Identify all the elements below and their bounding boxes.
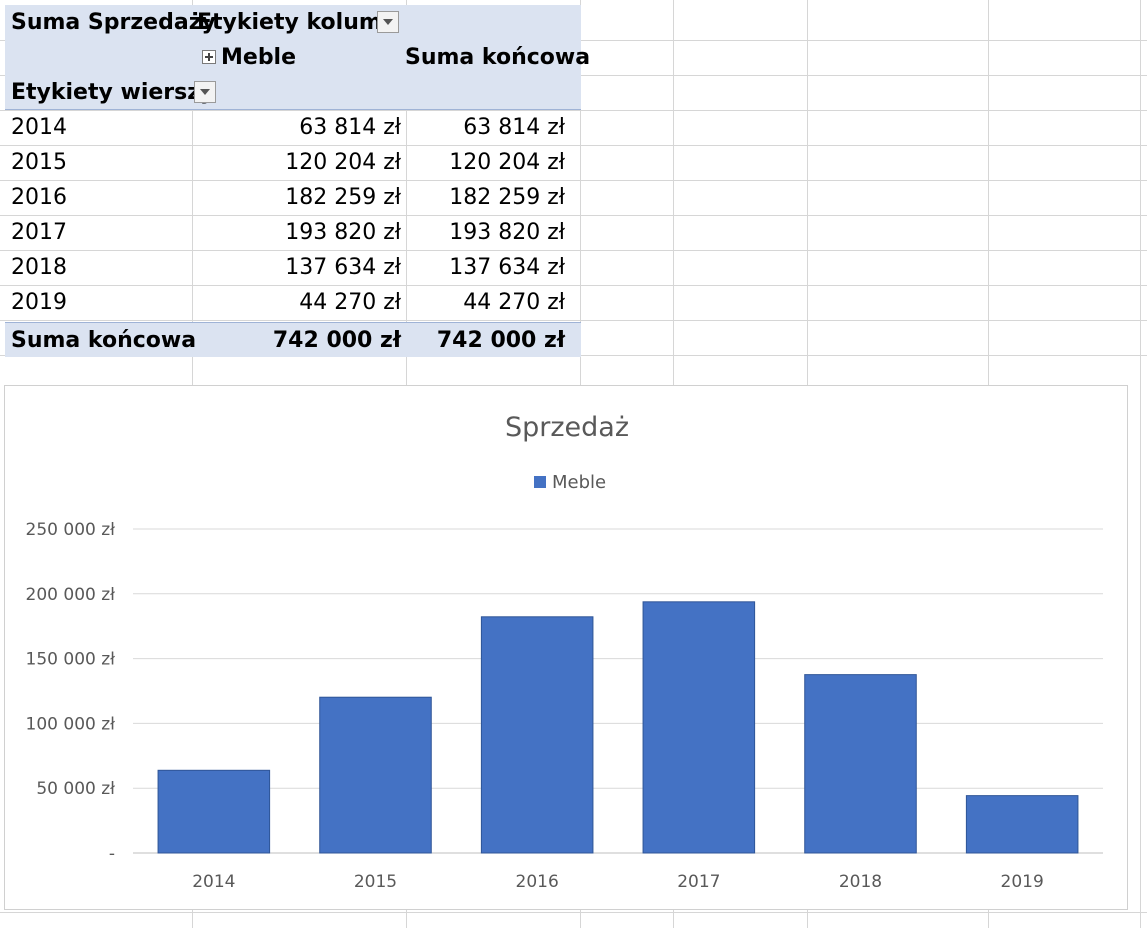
y-axis[interactable]: - 50 000 zł 100 000 zł 150 000 zł 200 000 zł… xyxy=(26,520,116,864)
grand-total-row[interactable]: Suma końcowa 742 000 zł 742 000 zł xyxy=(5,322,581,357)
gridline xyxy=(0,912,1147,913)
row-label-year[interactable]: 2019 xyxy=(11,290,67,315)
table-row[interactable]: 2018 137 634 zł 137 634 zł xyxy=(5,250,581,285)
bar-2018[interactable] xyxy=(804,674,917,854)
x-tick-label: 2014 xyxy=(192,872,235,892)
table-row[interactable]: 2016 182 259 zł 182 259 zł xyxy=(5,180,581,215)
bar-chart[interactable]: Sprzedaż Meble - 50 000 zł 100 000 zł 150 0… xyxy=(5,386,1127,909)
cell-total[interactable]: 193 820 zł xyxy=(449,220,565,245)
chart-legend[interactable]: Meble xyxy=(534,472,606,493)
row-label-year[interactable]: 2014 xyxy=(11,115,67,140)
x-tick-label: 2018 xyxy=(839,872,882,892)
y-tick-label: 200 000 zł xyxy=(26,585,116,605)
x-axis[interactable]: 2014 2015 2016 2017 2018 2019 xyxy=(192,872,1044,892)
row-label-year[interactable]: 2016 xyxy=(11,185,67,210)
gridline xyxy=(0,320,1147,321)
gridline xyxy=(0,180,1147,181)
bar-2016[interactable] xyxy=(480,616,594,854)
cell-meble[interactable]: 193 820 zł xyxy=(285,220,401,245)
grand-total-label[interactable]: Suma końcowa xyxy=(11,328,197,353)
pivot-value-field-label[interactable]: Suma Sprzedaży xyxy=(11,10,216,35)
row-labels-filter-dropdown[interactable] xyxy=(194,81,216,103)
grand-total-meble[interactable]: 742 000 zł xyxy=(272,328,401,353)
grand-total-total[interactable]: 742 000 zł xyxy=(436,328,565,353)
y-tick-label: 50 000 zł xyxy=(36,779,115,799)
cell-meble[interactable]: 120 204 zł xyxy=(285,150,401,175)
bar-2015[interactable] xyxy=(319,696,432,854)
cell-total[interactable]: 182 259 zł xyxy=(449,185,565,210)
bar-series[interactable] xyxy=(157,601,1079,854)
bar-2014[interactable] xyxy=(157,769,271,854)
cell-meble[interactable]: 182 259 zł xyxy=(285,185,401,210)
chart-gridlines xyxy=(133,528,1103,854)
row-labels-header[interactable]: Etykiety wierszy xyxy=(11,80,215,105)
x-tick-label: 2019 xyxy=(1001,872,1044,892)
cell-total[interactable]: 120 204 zł xyxy=(449,150,565,175)
column-labels-header[interactable]: Etykiety kolumn xyxy=(197,10,398,35)
pivot-header-row: Suma Sprzedaży Etykiety kolumn xyxy=(5,5,581,40)
x-tick-label: 2016 xyxy=(516,872,559,892)
y-tick-label: - xyxy=(109,844,115,864)
row-label-year[interactable]: 2017 xyxy=(11,220,67,245)
chart-area[interactable]: Sprzedaż Meble - 50 000 zł 100 000 zł 150 0… xyxy=(4,385,1128,910)
x-tick-label: 2015 xyxy=(354,872,397,892)
gridline xyxy=(0,215,1147,216)
cell-meble[interactable]: 44 270 zł xyxy=(299,290,401,315)
y-tick-label: 250 000 zł xyxy=(26,520,116,540)
cell-meble[interactable]: 63 814 zł xyxy=(299,115,401,140)
table-row[interactable]: 2017 193 820 zł 193 820 zł xyxy=(5,215,581,250)
gridline xyxy=(0,110,1147,111)
cell-total[interactable]: 63 814 zł xyxy=(463,115,565,140)
gridline xyxy=(0,285,1147,286)
row-label-year[interactable]: 2015 xyxy=(11,150,67,175)
gridline xyxy=(0,145,1147,146)
cell-total[interactable]: 44 270 zł xyxy=(463,290,565,315)
chart-title[interactable]: Sprzedaż xyxy=(505,412,629,443)
x-tick-label: 2017 xyxy=(677,872,720,892)
row-label-year[interactable]: 2018 xyxy=(11,255,67,280)
column-header-total[interactable]: Suma końcowa xyxy=(405,45,591,70)
gridline xyxy=(0,250,1147,251)
table-row[interactable]: 2015 120 204 zł 120 204 zł xyxy=(5,145,581,180)
legend-label: Meble xyxy=(552,472,606,493)
bar-2017[interactable] xyxy=(642,601,756,854)
y-tick-label: 100 000 zł xyxy=(26,714,116,734)
table-row[interactable]: 2019 44 270 zł 44 270 zł xyxy=(5,285,581,320)
gridline xyxy=(1140,0,1141,928)
y-tick-label: 150 000 zł xyxy=(26,650,116,670)
cell-total[interactable]: 137 634 zł xyxy=(449,255,565,280)
expand-icon[interactable] xyxy=(202,50,216,64)
cell-meble[interactable]: 137 634 zł xyxy=(285,255,401,280)
legend-swatch xyxy=(534,476,546,488)
bar-2019[interactable] xyxy=(965,795,1079,854)
pivot-column-row: Meble Suma końcowa xyxy=(5,40,591,75)
pivot-row-labels-row: Etykiety wierszy xyxy=(5,75,581,110)
column-header-meble[interactable]: Meble xyxy=(221,45,297,70)
table-row[interactable]: 2014 63 814 zł 63 814 zł xyxy=(5,110,581,145)
column-labels-filter-dropdown[interactable] xyxy=(377,11,399,33)
